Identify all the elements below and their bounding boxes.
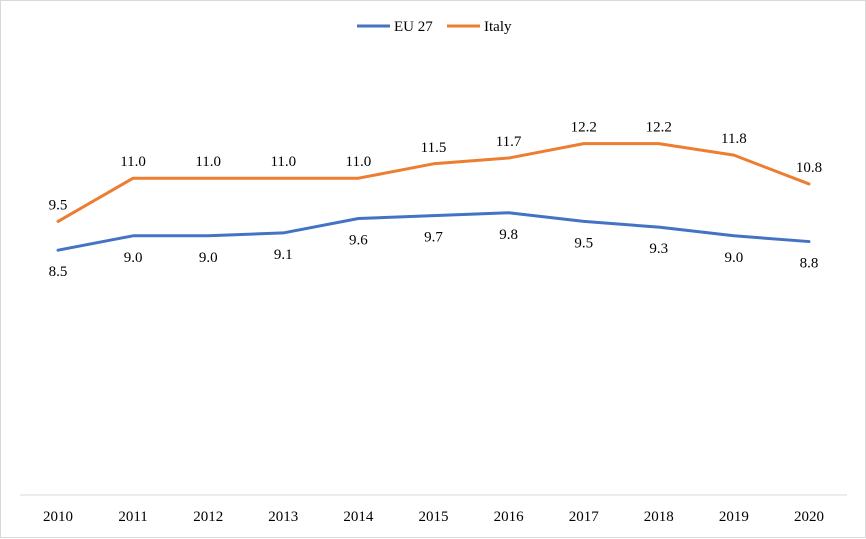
data-label: 9.5: [574, 235, 593, 251]
series-line-eu27: [56, 211, 811, 252]
data-label: 11.0: [270, 154, 296, 170]
x-tick-label: 2018: [644, 509, 674, 525]
data-label: 8.8: [800, 256, 819, 272]
legend-label: Italy: [484, 19, 512, 35]
x-tick-label: 2014: [343, 509, 374, 525]
data-label: 9.1: [274, 247, 293, 263]
data-label: 11.0: [120, 154, 146, 170]
data-label: 11.0: [346, 154, 372, 170]
x-tick-label: 2017: [569, 509, 600, 525]
x-tick-label: 2011: [118, 509, 147, 525]
x-tick-label: 2012: [193, 509, 223, 525]
data-labels: 8.5 9.0 9.0 9.1 9.6 9.7 9.8 9.5 9.3 9.0 8.8 9.5 11.0…: [49, 120, 823, 281]
data-label: 10.8: [796, 160, 822, 176]
x-axis: 2010 2011 2012 2013 2014 2015 2016 2017 2018 2019…: [20, 494, 847, 525]
data-label: 9.5: [49, 197, 68, 213]
series-line-italy: [56, 142, 811, 223]
data-label: 11.8: [721, 131, 747, 147]
series-lines: [56, 142, 811, 252]
data-label: 12.2: [571, 120, 597, 136]
data-label: 12.2: [646, 120, 672, 136]
data-label: 9.8: [499, 227, 518, 243]
data-label: 11.5: [421, 140, 447, 156]
data-label: 9.0: [124, 250, 143, 266]
data-label: 9.3: [649, 241, 668, 257]
x-tick-label: 2019: [719, 509, 749, 525]
data-label: 9.7: [424, 230, 443, 246]
x-tick-label: 2013: [268, 509, 298, 525]
data-label: 8.5: [49, 264, 68, 280]
x-tick-label: 2010: [43, 509, 73, 525]
x-tick-label: 2015: [419, 509, 449, 525]
x-tick-label: 2016: [494, 509, 525, 525]
data-label: 11.7: [496, 134, 522, 150]
x-tick-label: 2020: [794, 509, 824, 525]
data-label: 11.0: [195, 154, 221, 170]
data-label: 9.6: [349, 233, 368, 249]
legend: EU 27 Italy: [357, 19, 512, 35]
data-label: 9.0: [199, 250, 218, 266]
legend-label: EU 27: [394, 19, 433, 35]
data-label: 9.0: [725, 250, 744, 266]
